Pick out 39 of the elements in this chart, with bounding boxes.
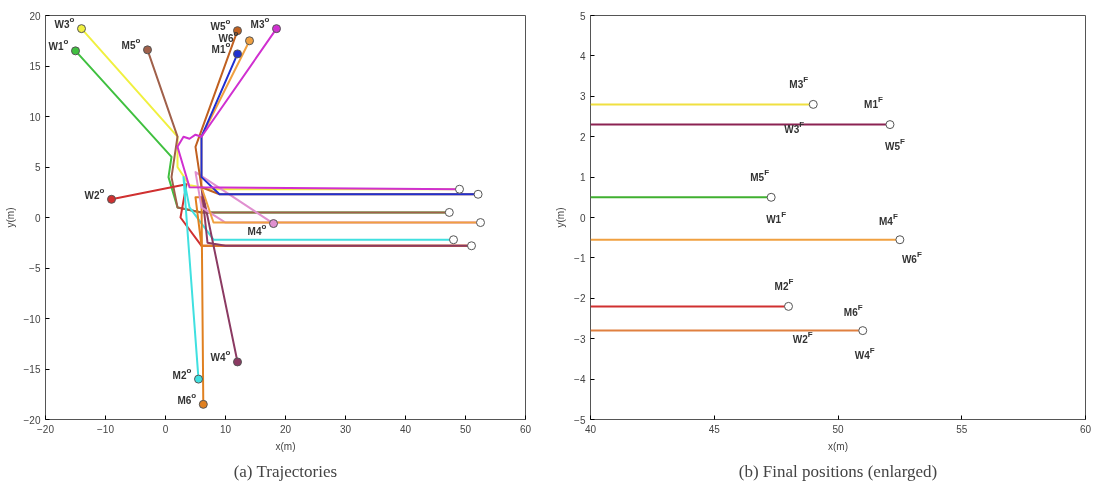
- x-tick-label: 0: [162, 423, 169, 435]
- x-tick-label: 10: [219, 423, 232, 435]
- x-tick-label: 30: [339, 423, 352, 435]
- x-tick-label: −10: [97, 423, 115, 435]
- x-tick-label: 60: [1079, 423, 1092, 435]
- y-tick-label: −2: [574, 293, 586, 305]
- y-tick-label: −15: [23, 364, 41, 375]
- x-tick-label: 55: [956, 423, 968, 435]
- x-tick-label: 45: [708, 423, 721, 435]
- y-axis-title: y(m): [555, 207, 567, 228]
- y-tick-label: 4: [579, 50, 586, 62]
- x-axis-title: x(m): [828, 440, 848, 452]
- x-axis-title: x(m): [275, 440, 296, 452]
- y-tick-label: 20: [29, 10, 41, 22]
- x-tick-label: 20: [279, 423, 292, 435]
- y-axis-title: y(m): [4, 207, 16, 228]
- x-tick-label: 40: [399, 423, 412, 435]
- x-tick-label: 50: [459, 423, 472, 435]
- text: (b) Final positions (enlarged): [738, 461, 938, 481]
- y-tick-label: 2: [579, 131, 586, 143]
- y-tick-label: −4: [574, 374, 586, 386]
- y-tick-label: −3: [574, 333, 586, 345]
- y-tick-label: −20: [23, 414, 41, 426]
- y-tick-label: −1: [574, 252, 586, 264]
- y-tick-label: 1: [579, 172, 586, 184]
- y-tick-label: 0: [579, 212, 586, 224]
- x-tick-label: 60: [519, 423, 532, 435]
- y-tick-label: 5: [579, 10, 586, 22]
- x-tick-label: 40: [584, 423, 597, 435]
- y-tick-label: 15: [29, 61, 41, 72]
- y-tick-label: −5: [574, 414, 586, 426]
- y-tick-label: 10: [29, 111, 41, 123]
- y-tick-label: 0: [34, 212, 41, 224]
- y-tick-label: −10: [23, 313, 41, 325]
- y-tick-label: 3: [579, 91, 586, 103]
- text: (a) Trajectories: [233, 461, 338, 481]
- y-tick-label: −5: [29, 263, 41, 274]
- x-tick-label: 50: [832, 423, 844, 435]
- y-tick-label: 5: [34, 162, 41, 173]
